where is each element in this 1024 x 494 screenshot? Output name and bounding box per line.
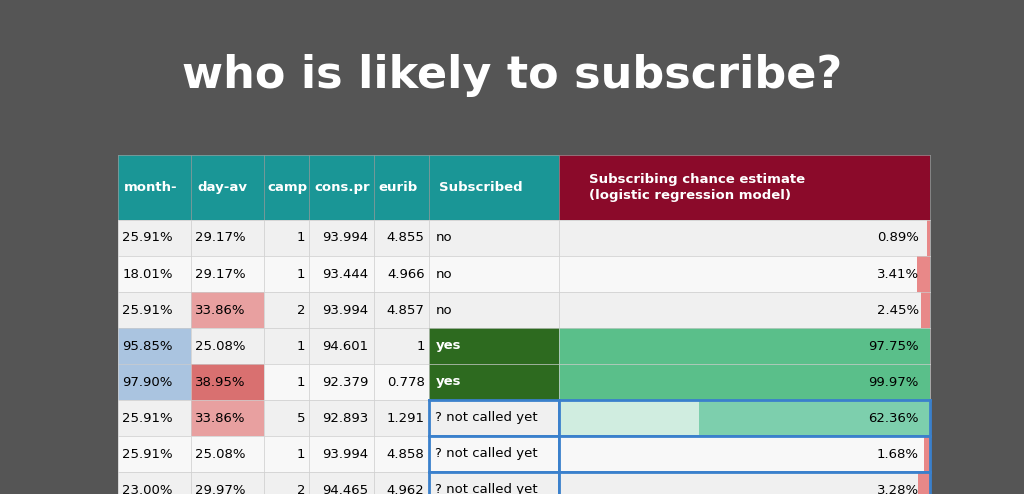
Text: who is likely to subscribe?: who is likely to subscribe? [182, 53, 842, 96]
Text: 18.01%: 18.01% [123, 267, 173, 281]
Text: 97.90%: 97.90% [123, 375, 173, 388]
Text: 25.91%: 25.91% [123, 232, 173, 245]
Text: 29.97%: 29.97% [196, 484, 246, 494]
Text: 4.857: 4.857 [387, 303, 425, 317]
Bar [921, 292, 930, 328]
Text: yes: yes [435, 339, 461, 353]
Text: no: no [435, 232, 453, 245]
Text: Subscribing chance estimate
(logistic regression model): Subscribing chance estimate (logistic re… [589, 173, 805, 202]
Text: 25.91%: 25.91% [123, 303, 173, 317]
Text: ? not called yet: ? not called yet [435, 484, 539, 494]
Text: Subscribed: Subscribed [439, 181, 523, 194]
Text: 99.97%: 99.97% [868, 375, 919, 388]
Bar [918, 472, 930, 494]
Text: 93.994: 93.994 [323, 448, 369, 460]
Text: 29.17%: 29.17% [196, 232, 246, 245]
Bar [698, 400, 930, 436]
Text: ? not called yet: ? not called yet [435, 412, 539, 424]
Text: 4.855: 4.855 [387, 232, 425, 245]
Text: 25.08%: 25.08% [196, 339, 246, 353]
Text: 2.45%: 2.45% [877, 303, 919, 317]
Text: 4.966: 4.966 [387, 267, 425, 281]
Text: 1: 1 [297, 448, 305, 460]
Text: cons.pr: cons.pr [314, 181, 370, 194]
Text: 5: 5 [297, 412, 305, 424]
Text: 93.994: 93.994 [323, 232, 369, 245]
Text: 1: 1 [416, 339, 425, 353]
Text: 4.858: 4.858 [387, 448, 425, 460]
Text: 23.00%: 23.00% [123, 484, 173, 494]
Text: 94.465: 94.465 [323, 484, 369, 494]
Text: 92.893: 92.893 [323, 412, 369, 424]
Text: 95.85%: 95.85% [123, 339, 173, 353]
Text: 33.86%: 33.86% [196, 303, 246, 317]
Text: camp: camp [267, 181, 308, 194]
Text: 94.601: 94.601 [323, 339, 369, 353]
Text: 38.95%: 38.95% [196, 375, 246, 388]
Text: 92.379: 92.379 [323, 375, 369, 388]
Text: 29.17%: 29.17% [196, 267, 246, 281]
Text: 4.962: 4.962 [387, 484, 425, 494]
Text: 93.994: 93.994 [323, 303, 369, 317]
Text: day-av: day-av [197, 181, 247, 194]
Text: 25.08%: 25.08% [196, 448, 246, 460]
Text: 62.36%: 62.36% [868, 412, 919, 424]
Bar [918, 256, 930, 292]
Text: 2: 2 [297, 303, 305, 317]
Text: 33.86%: 33.86% [196, 412, 246, 424]
Text: no: no [435, 267, 453, 281]
Text: yes: yes [435, 375, 461, 388]
Text: no: no [435, 303, 453, 317]
Text: 1: 1 [297, 339, 305, 353]
Text: 1.68%: 1.68% [877, 448, 919, 460]
Text: 1: 1 [297, 267, 305, 281]
Text: 0.778: 0.778 [387, 375, 425, 388]
Text: ? not called yet: ? not called yet [435, 448, 539, 460]
Bar [924, 436, 930, 472]
Text: 3.28%: 3.28% [877, 484, 919, 494]
Text: 25.91%: 25.91% [123, 412, 173, 424]
Text: 25.91%: 25.91% [123, 448, 173, 460]
Text: 3.41%: 3.41% [877, 267, 919, 281]
Text: 97.75%: 97.75% [868, 339, 919, 353]
Text: 0.89%: 0.89% [877, 232, 919, 245]
Text: eurib: eurib [378, 181, 418, 194]
Text: 1.291: 1.291 [387, 412, 425, 424]
Text: 2: 2 [297, 484, 305, 494]
Text: 1: 1 [297, 232, 305, 245]
Text: 93.444: 93.444 [323, 267, 369, 281]
Text: 1: 1 [297, 375, 305, 388]
Text: month-: month- [124, 181, 177, 194]
Bar [927, 220, 930, 256]
